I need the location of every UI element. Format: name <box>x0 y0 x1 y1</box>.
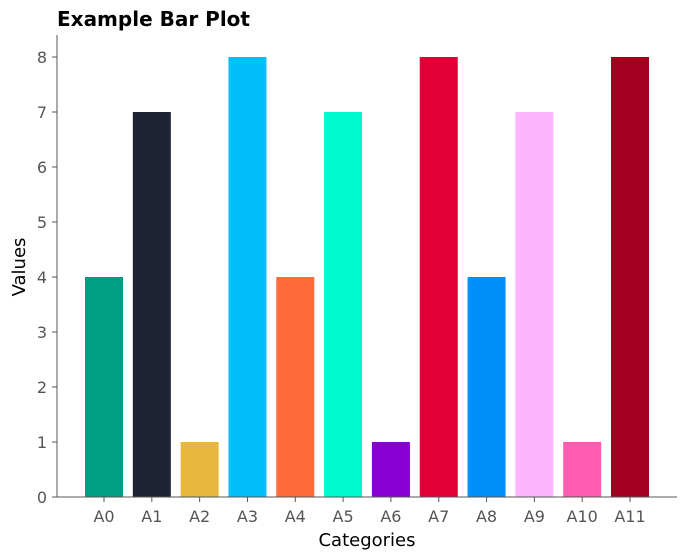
x-tick-label-a11: A11 <box>614 507 645 526</box>
x-tick-label-a4: A4 <box>285 507 306 526</box>
y-tick-label-8: 8 <box>37 48 47 67</box>
x-tick-label-a8: A8 <box>476 507 497 526</box>
y-tick-label-0: 0 <box>37 488 47 507</box>
x-tick-label-a10: A10 <box>567 507 598 526</box>
x-tick-label-a1: A1 <box>141 507 162 526</box>
bar-a5 <box>324 112 363 497</box>
x-tick-label-a6: A6 <box>380 507 401 526</box>
bar-a0 <box>85 277 123 497</box>
y-tick-label-7: 7 <box>37 103 47 122</box>
bar-a1 <box>132 112 171 497</box>
y-tick-label-3: 3 <box>37 323 47 342</box>
x-tick-label-a9: A9 <box>524 507 545 526</box>
y-tick-label-1: 1 <box>37 433 47 452</box>
bar-a2 <box>180 442 219 497</box>
y-tick-label-2: 2 <box>37 378 47 397</box>
bar-a6 <box>371 442 410 497</box>
y-axis-label: Values <box>9 238 30 297</box>
bar-a7 <box>419 57 458 497</box>
x-tick-label-a2: A2 <box>189 507 210 526</box>
x-tick-label-a0: A0 <box>93 507 114 526</box>
x-axis-ticks: A0 A1 A2 A3 A4 A5 A6 A7 A8 A9 A10 A11 <box>93 497 646 526</box>
y-tick-label-6: 6 <box>37 158 47 177</box>
x-tick-label-a7: A7 <box>428 507 449 526</box>
bar-a8 <box>467 277 506 497</box>
chart-title: Example Bar Plot <box>57 7 250 31</box>
y-tick-label-4: 4 <box>37 268 47 287</box>
bar-a3 <box>228 57 267 497</box>
bar-a4 <box>276 277 315 497</box>
bar-a11 <box>611 57 650 497</box>
x-tick-label-a5: A5 <box>333 507 354 526</box>
x-axis-label: Categories <box>318 530 415 551</box>
y-tick-label-5: 5 <box>37 213 47 232</box>
bars-group <box>85 57 650 497</box>
x-tick-label-a3: A3 <box>237 507 258 526</box>
bar-a10 <box>563 442 602 497</box>
y-axis-ticks: 0 1 2 3 4 5 6 7 8 <box>37 48 57 507</box>
bar-a9 <box>515 112 554 497</box>
